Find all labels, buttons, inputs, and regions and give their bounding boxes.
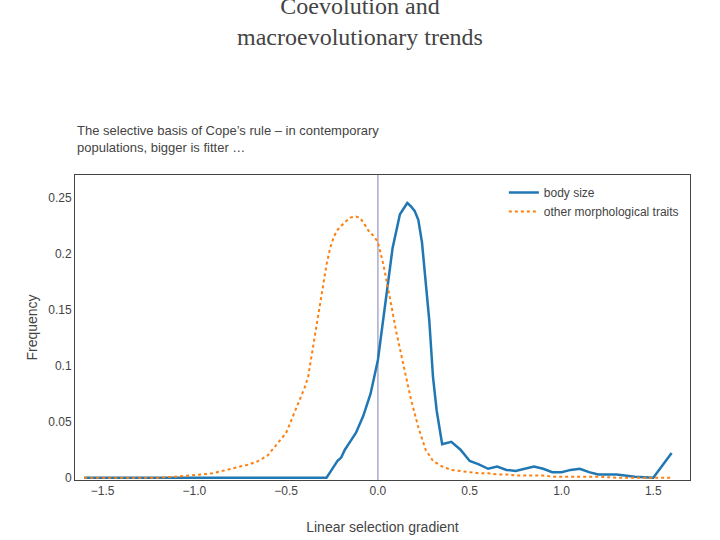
- svg-text:Linear selection gradient: Linear selection gradient: [306, 519, 459, 535]
- svg-text:0.1: 0.1: [55, 359, 72, 373]
- svg-text:1.5: 1.5: [645, 484, 662, 498]
- svg-text:Frequency: Frequency: [24, 294, 40, 360]
- svg-text:0.15: 0.15: [48, 303, 72, 317]
- svg-text:−1.0: −1.0: [182, 484, 206, 498]
- svg-text:Coevolution andmacroevolutiona: Coevolution andmacroevolutionary trends: [237, 0, 483, 50]
- svg-text:0.05: 0.05: [48, 415, 72, 429]
- svg-text:body size: body size: [544, 186, 595, 200]
- svg-text:other morphological traits: other morphological traits: [544, 205, 679, 219]
- svg-text:1.0: 1.0: [553, 484, 570, 498]
- svg-text:−1.5: −1.5: [91, 484, 115, 498]
- svg-text:0.0: 0.0: [370, 484, 387, 498]
- svg-text:0.5: 0.5: [461, 484, 478, 498]
- svg-text:−0.5: −0.5: [274, 484, 298, 498]
- svg-text:0.25: 0.25: [48, 191, 72, 205]
- svg-text:0.2: 0.2: [55, 247, 72, 261]
- svg-text:0: 0: [65, 471, 72, 485]
- svg-text:The selective basis of Cope’s: The selective basis of Cope’s rule – in …: [77, 123, 379, 155]
